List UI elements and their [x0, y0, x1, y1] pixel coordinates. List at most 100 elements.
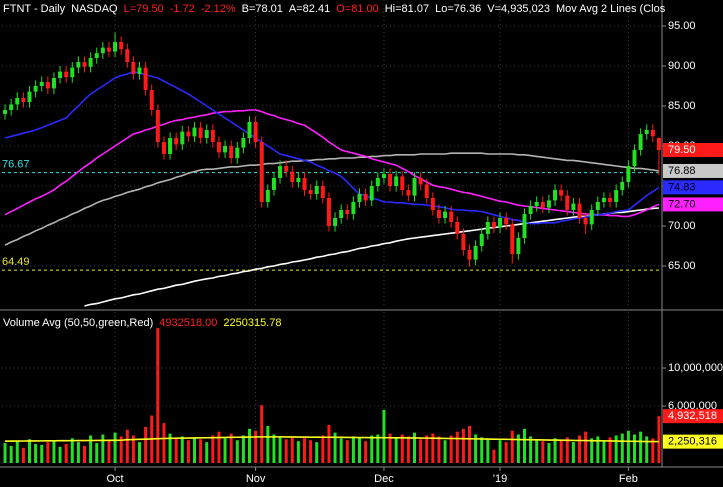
- volume-bar: [468, 425, 471, 463]
- volume-bar: [70, 438, 74, 463]
- volume-bar: [474, 434, 478, 463]
- header-text: FTNT - Daily: [3, 3, 66, 15]
- volume-bar: [523, 428, 526, 463]
- candle-body: [418, 178, 423, 185]
- volume-bar: [315, 442, 319, 463]
- candle-body: [229, 146, 234, 158]
- y-tick-label: 95.00: [668, 20, 696, 32]
- candle-body: [650, 130, 655, 137]
- candle-body: [320, 186, 325, 198]
- candle-body: [339, 210, 344, 218]
- volume-bar: [125, 429, 129, 463]
- candle-body: [70, 67, 75, 78]
- candle-body: [516, 238, 521, 254]
- volume-bar: [321, 435, 325, 463]
- candle-body: [369, 186, 374, 201]
- volume-bar: [52, 440, 56, 463]
- header-text: O=81.00: [336, 3, 379, 15]
- volume-bar: [248, 428, 251, 463]
- candle-body: [375, 178, 380, 186]
- candle-body: [388, 174, 393, 186]
- volume-bar: [425, 435, 429, 463]
- candle-body: [223, 146, 228, 153]
- line-series: [5, 436, 659, 443]
- volume-bar: [345, 440, 349, 463]
- candle-body: [461, 234, 466, 250]
- candle-body: [455, 222, 460, 234]
- volume-bar: [608, 437, 612, 463]
- candle-body: [553, 190, 558, 201]
- volume-bar: [284, 439, 288, 463]
- candle-body: [27, 91, 32, 102]
- candle-body: [626, 166, 631, 182]
- candle-body: [168, 138, 173, 154]
- candle-body: [143, 67, 148, 90]
- line-series: [4, 152, 660, 246]
- candle-body: [522, 214, 527, 238]
- volume-bar: [553, 438, 557, 463]
- volume-bar: [83, 445, 86, 463]
- header-text: Lo=76.36: [435, 3, 481, 15]
- candle-body: [174, 138, 179, 145]
- volume-bar: [290, 437, 294, 463]
- volume-bar: [138, 442, 141, 463]
- volume-bar: [602, 440, 606, 463]
- volume-bar: [388, 433, 392, 463]
- candle-body: [192, 127, 197, 137]
- candle-body: [3, 110, 8, 114]
- candle-body: [333, 218, 338, 226]
- candle-body: [504, 218, 509, 225]
- value-marker-label: 79.50: [668, 144, 696, 156]
- candle-body: [400, 176, 405, 190]
- volume-bar: [254, 430, 258, 463]
- volume-bar: [34, 444, 38, 463]
- candle-body: [595, 202, 600, 210]
- volume-bar: [461, 428, 465, 463]
- volume-bar: [199, 439, 203, 463]
- line-series: [84, 207, 659, 307]
- volume-bar: [651, 438, 655, 463]
- volume-bar: [205, 442, 209, 463]
- candle-body: [9, 104, 14, 110]
- volume-bar: [529, 436, 533, 463]
- value-marker: [663, 434, 723, 449]
- candle-body: [161, 142, 166, 154]
- volume-bar: [144, 426, 148, 463]
- candle-body: [412, 178, 417, 196]
- header-text: L=79.50: [124, 3, 164, 15]
- volume-bar: [40, 444, 44, 463]
- candle-body: [601, 198, 606, 202]
- candle-body: [540, 202, 545, 208]
- volume-bar: [15, 441, 19, 463]
- candle-body: [583, 218, 588, 225]
- header-text: 4932518.00: [159, 317, 217, 329]
- candle-body: [64, 71, 69, 78]
- candle-body: [131, 62, 136, 74]
- candle-body: [443, 211, 448, 218]
- volume-bar: [95, 443, 99, 463]
- candle-body: [259, 142, 264, 202]
- volume-bar: [101, 434, 105, 463]
- candle-body: [296, 178, 301, 182]
- candle-body: [449, 211, 454, 222]
- x-tick-label: Oct: [106, 473, 123, 485]
- header-text: A=82.41: [289, 3, 330, 15]
- header-text: Mov Avg 2 Lines (Clos: [556, 3, 666, 15]
- candle-body: [608, 198, 613, 202]
- volume-bar: [645, 436, 649, 463]
- volume-bar: [235, 440, 239, 463]
- candle-body: [113, 42, 118, 52]
- volume-bar: [28, 439, 31, 463]
- y-tick-label: 10,000,000: [668, 362, 723, 374]
- volume-bar: [89, 435, 93, 463]
- candle-body: [100, 47, 105, 54]
- volume-bar: [217, 431, 221, 463]
- candle-body: [485, 222, 490, 234]
- candle-body: [351, 202, 356, 214]
- x-tick-label: Dec: [374, 473, 394, 485]
- value-marker-label: 76.88: [668, 165, 696, 177]
- candle-body: [424, 184, 429, 198]
- candle-body: [577, 203, 582, 218]
- candle-body: [235, 147, 240, 158]
